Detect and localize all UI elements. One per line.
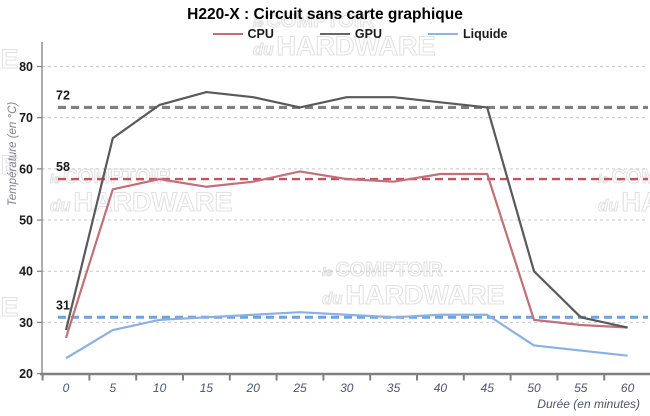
x-tick-label-35: 35 <box>387 381 401 395</box>
x-axis-title: Durée (en minutes) <box>537 397 640 411</box>
y-tick-label-50: 50 <box>19 214 33 228</box>
y-tick-label-30: 30 <box>19 316 33 330</box>
legend-line-swatch <box>212 33 243 35</box>
x-tick-label-50: 50 <box>527 381 541 395</box>
y-tick-label-70: 70 <box>19 111 33 125</box>
legend-label: Liquide <box>463 27 508 41</box>
x-tick-label-20: 20 <box>246 381 261 395</box>
x-tick-label-0: 0 <box>63 381 70 395</box>
legend-label: GPU <box>354 27 383 41</box>
legend-item-liquide: Liquide <box>428 27 507 41</box>
x-tick-label-55: 55 <box>574 381 588 395</box>
x-tick-label-25: 25 <box>292 381 307 395</box>
y-axis-title: Température (en °C) <box>7 101 19 207</box>
y-tick-label-80: 80 <box>19 60 33 74</box>
ref-label-31: 31 <box>56 298 70 312</box>
ref-label-72: 72 <box>56 88 70 102</box>
legend-line-swatch <box>319 33 350 35</box>
legend-line-swatch <box>428 33 459 35</box>
x-tick-label-5: 5 <box>109 381 116 395</box>
x-tick-label-30: 30 <box>340 381 354 395</box>
ref-label-58: 58 <box>56 160 70 174</box>
series-line-liquide <box>65 311 628 360</box>
series-line-cpu <box>64 170 628 339</box>
legend-item-cpu: CPU <box>212 27 274 41</box>
x-tick-label-45: 45 <box>481 381 495 395</box>
x-tick-label-60: 60 <box>621 381 635 395</box>
y-tick-label-60: 60 <box>19 162 33 176</box>
x-tick-label-15: 15 <box>200 381 214 395</box>
x-tick-label-40: 40 <box>434 381 448 395</box>
x-tick-label-10: 10 <box>153 381 167 395</box>
series-line-gpu <box>64 90 628 331</box>
y-tick-label-20: 20 <box>19 367 33 381</box>
y-tick-label-40: 40 <box>19 265 33 279</box>
legend-item-gpu: GPU <box>319 27 383 41</box>
legend-label: CPU <box>247 27 274 41</box>
legend: CPU GPU Liquide <box>0 27 650 41</box>
chart-title: H220-X : Circuit sans carte graphique <box>187 6 463 23</box>
